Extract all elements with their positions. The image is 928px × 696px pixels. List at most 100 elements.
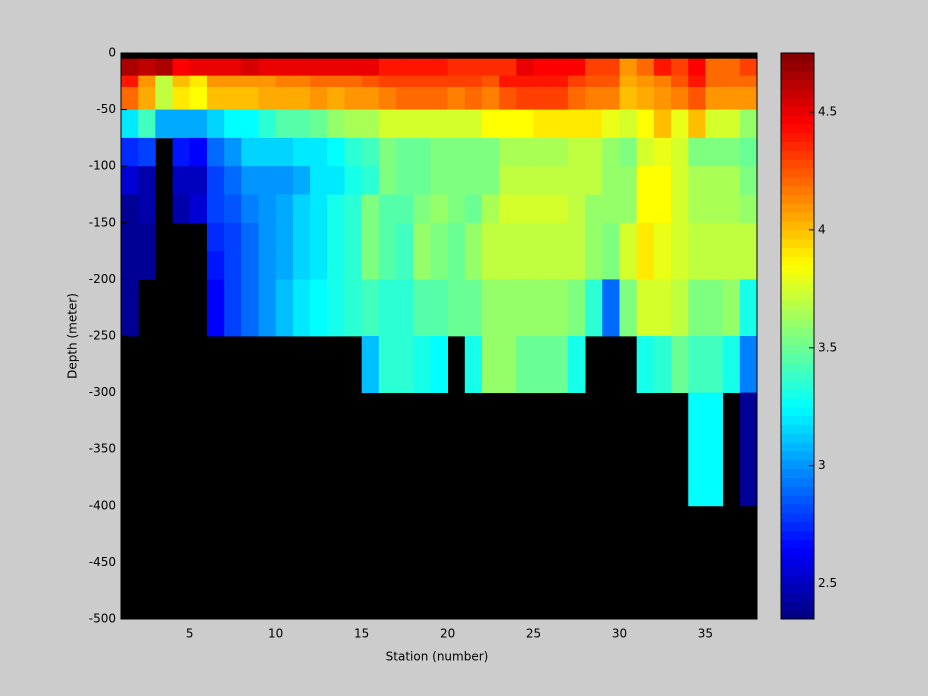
heatmap-cell [739, 222, 758, 252]
heatmap-cell [206, 86, 225, 110]
heatmap-cell [671, 109, 689, 139]
heatmap-cell [224, 222, 242, 252]
heatmap-cell [722, 336, 741, 393]
colorbar-segment [781, 521, 814, 532]
heatmap-cell [224, 166, 242, 195]
heatmap-cell [533, 58, 552, 77]
colorbar-segment [781, 512, 814, 523]
heatmap-cell [671, 86, 689, 110]
colorbar-segment [781, 583, 814, 593]
heatmap-cell [516, 137, 534, 167]
heatmap-cell [189, 75, 208, 88]
heatmap-cell [739, 336, 758, 393]
x-tick-label: 15 [354, 627, 369, 641]
heatmap-cell [722, 86, 741, 110]
heatmap-cell [533, 86, 552, 110]
heatmap-cell [361, 75, 380, 88]
heatmap-cell [739, 392, 758, 507]
heatmap-cell [241, 279, 259, 337]
heatmap-cell [224, 86, 242, 110]
heatmap-cell [361, 251, 380, 280]
heatmap-cell [310, 109, 328, 139]
colorbar-segment [781, 150, 814, 160]
heatmap-cell [430, 194, 448, 224]
heatmap-cell [121, 137, 139, 167]
heatmap-cell [275, 75, 294, 88]
heatmap-cell [310, 75, 328, 88]
colorbar-segment [781, 371, 814, 381]
heatmap-cell [619, 58, 638, 77]
heatmap-cell [567, 137, 586, 167]
heatmap-cell [653, 251, 672, 280]
heatmap-cell [224, 58, 242, 77]
heatmap-cell [378, 194, 397, 224]
colorbar-segment [781, 291, 814, 302]
x-tick-label: 20 [440, 627, 455, 641]
colorbar-segment [781, 344, 814, 355]
y-tick-label: -350 [89, 442, 116, 456]
colorbar-segment [781, 141, 814, 151]
heatmap-cell [499, 222, 517, 252]
heatmap-cell [602, 222, 620, 252]
heatmap-cell [206, 75, 225, 88]
colorbar-segment [781, 565, 814, 576]
heatmap-cell [378, 137, 397, 167]
heatmap-cell [310, 279, 328, 337]
heatmap-cell [378, 86, 397, 110]
heatmap-cell [550, 222, 569, 252]
y-tick-label: -200 [89, 272, 116, 286]
heatmap-cell [155, 109, 173, 139]
heatmap-cell [396, 109, 414, 139]
heatmap-cell [464, 58, 483, 77]
heatmap-cell [671, 166, 689, 195]
heatmap-cell [619, 75, 638, 88]
heatmap-cell [396, 336, 414, 393]
heatmap-cell [258, 251, 277, 280]
heatmap-cell [671, 251, 689, 280]
heatmap-cell [481, 336, 500, 393]
heatmap-cell [396, 251, 414, 280]
heatmap-cell [241, 251, 259, 280]
heatmap-cell [671, 194, 689, 224]
heatmap-cell [619, 109, 638, 139]
heatmap-cell [241, 58, 259, 77]
heatmap-cell [430, 137, 448, 167]
heatmap-cell [516, 86, 534, 110]
heatmap-cell [327, 251, 345, 280]
heatmap-cell [602, 166, 620, 195]
heatmap-cell [396, 137, 414, 167]
heatmap-cell [292, 222, 311, 252]
heatmap-cell [602, 58, 620, 77]
heatmap-cell [688, 251, 706, 280]
heatmap-cell [224, 251, 242, 280]
heatmap-cell [602, 194, 620, 224]
heatmap-cell [550, 109, 569, 139]
colorbar-segment [781, 389, 814, 399]
x-tick-label: 25 [526, 627, 541, 641]
heatmap-cell [705, 194, 724, 224]
heatmap-cell [344, 86, 363, 110]
heatmap-cell [258, 86, 277, 110]
heatmap-cell [688, 194, 706, 224]
heatmap-cell [481, 279, 500, 337]
heatmap-cell [688, 109, 706, 139]
heatmap-cell [344, 109, 363, 139]
heatmap-cell [189, 109, 208, 139]
heatmap-cell [705, 75, 724, 88]
heatmap-cell [739, 251, 758, 280]
colorbar-segment [781, 610, 814, 620]
x-tick-label: 10 [268, 627, 283, 641]
heatmap-cell [447, 137, 466, 167]
heatmap-cell [653, 194, 672, 224]
heatmap-cell [224, 137, 242, 167]
heatmap-cell [653, 279, 672, 337]
heatmap-cell [533, 166, 552, 195]
heatmap-cell [241, 75, 259, 88]
colorbar-segment [781, 336, 814, 346]
heatmap-cell [344, 194, 363, 224]
heatmap-cell [189, 194, 208, 224]
heatmap-cell [722, 166, 741, 195]
colorbar-segment [781, 574, 814, 585]
heatmap-cell [499, 137, 517, 167]
heatmap-cell [224, 194, 242, 224]
